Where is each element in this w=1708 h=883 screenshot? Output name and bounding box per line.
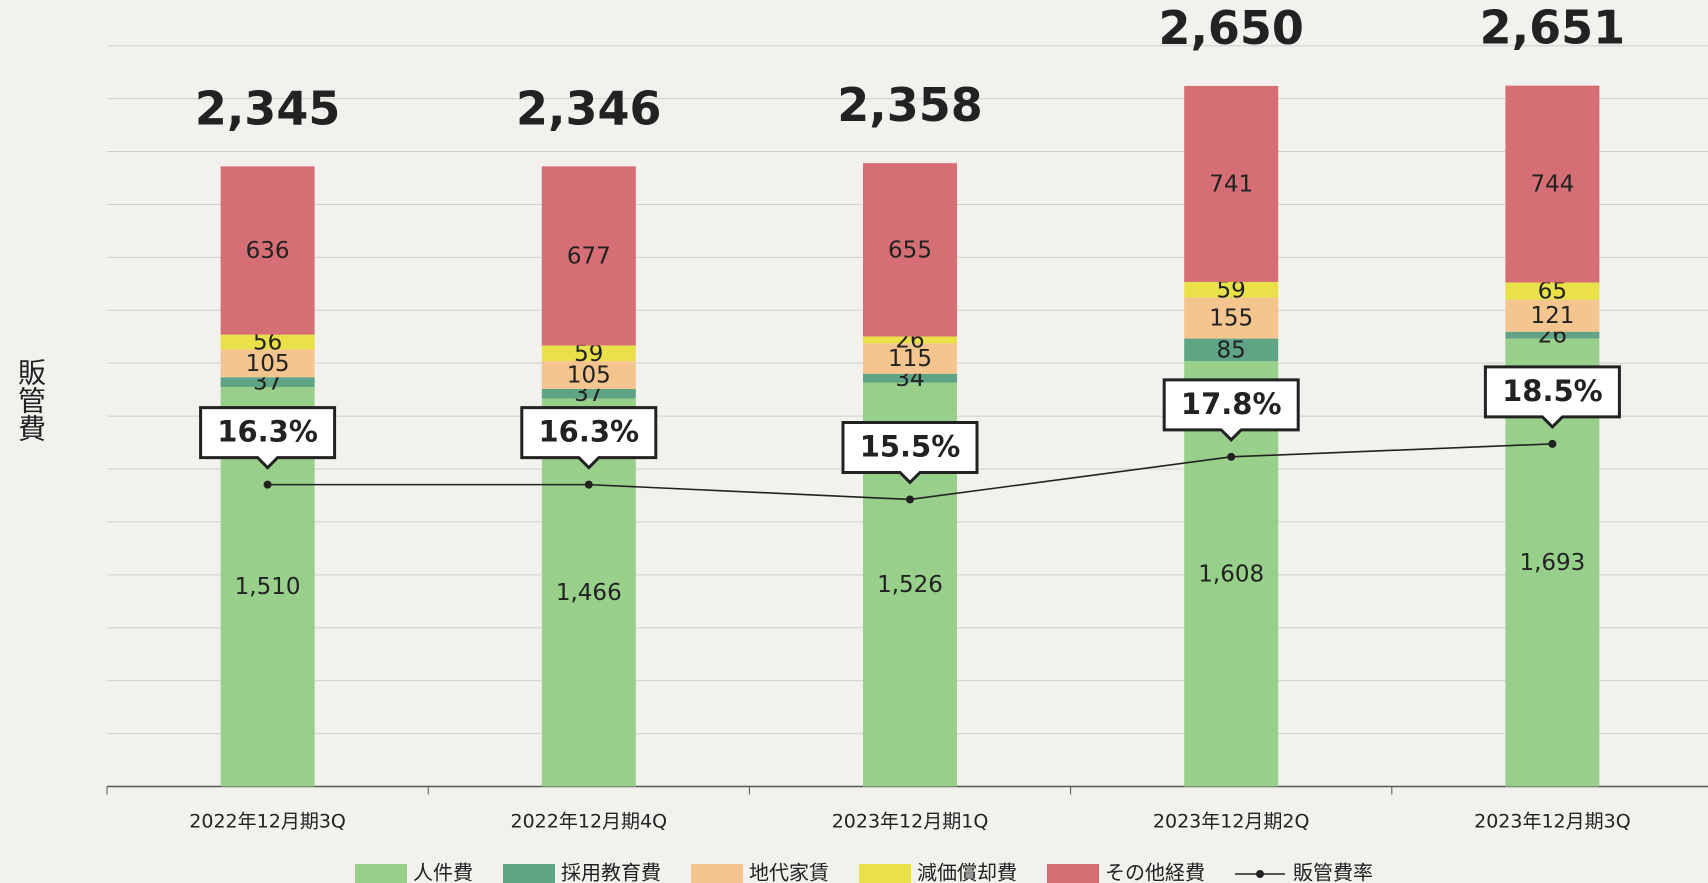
rate-callout: 17.8% (1162, 378, 1300, 442)
rate-label: 18.5% (1502, 374, 1603, 408)
callout-box (1162, 378, 1300, 442)
rate-label: 15.5% (860, 429, 961, 463)
bar-segment (1184, 297, 1279, 339)
bar-segment (541, 361, 636, 389)
rate-label: 16.3% (538, 415, 639, 449)
data-label: 65 (1538, 279, 1567, 305)
rate-label: 16.3% (217, 415, 318, 449)
bar-segment (541, 345, 636, 362)
legend-label: 販管費率 (1293, 861, 1373, 883)
rate-callout: 18.5% (1483, 365, 1621, 430)
data-label: 744 (1530, 172, 1574, 198)
rate-callout: 16.3% (520, 406, 658, 470)
rate-label: 17.8% (1181, 387, 1282, 421)
line-marker (1548, 439, 1557, 448)
x-tick-label: 2023年12月期3Q (1474, 811, 1631, 833)
legend-label: その他経費 (1105, 861, 1205, 883)
rate-callout: 15.5% (841, 420, 979, 485)
total-label: 2,346 (516, 81, 662, 135)
bar-segment (541, 166, 636, 346)
callout-box (199, 406, 337, 470)
data-label: 1,608 (1198, 561, 1264, 587)
bar-segment (863, 373, 957, 383)
total-label: 2,651 (1480, 1, 1626, 55)
callout-box (520, 406, 658, 470)
legend-swatch (1047, 864, 1099, 883)
line-marker (1227, 452, 1236, 461)
data-label: 105 (246, 351, 290, 377)
line-marker (584, 480, 593, 489)
total-label: 2,358 (837, 78, 983, 132)
data-label: 121 (1530, 303, 1574, 329)
data-label: 1,466 (556, 580, 622, 606)
legend-label: 減価償却費 (917, 861, 1017, 883)
data-label: 1,526 (877, 572, 943, 598)
callout-box (1483, 365, 1621, 430)
data-label: 155 (1209, 306, 1253, 332)
bar-segment (1184, 85, 1279, 282)
x-tick-label: 2022年12月期3Q (189, 811, 346, 833)
x-tick-label: 2023年12月期1Q (832, 811, 989, 833)
bar-segment (863, 343, 957, 374)
total-label: 2,650 (1158, 1, 1304, 55)
bar-segment (1505, 282, 1600, 300)
bar-segment (863, 163, 957, 337)
data-label: 85 (1217, 337, 1246, 363)
data-label: 636 (246, 238, 290, 264)
bar-segment (863, 336, 957, 344)
bar-segment (1505, 85, 1600, 283)
legend-label: 人件費 (413, 861, 473, 883)
bar-segment (1505, 331, 1600, 339)
callout-box (841, 420, 979, 485)
legend-swatch (503, 864, 555, 883)
x-tick-label: 2023年12月期2Q (1153, 811, 1310, 833)
data-label: 741 (1209, 171, 1253, 197)
bar-segment (541, 388, 636, 399)
y-axis-label: 販管費 (14, 358, 47, 442)
line-marker (906, 495, 914, 504)
data-label: 105 (567, 362, 611, 388)
bar-segment (220, 166, 315, 335)
bar-segment (1184, 338, 1279, 362)
x-tick-label: 2022年12月期4Q (511, 811, 668, 833)
data-label: 1,510 (235, 574, 301, 600)
data-label: 655 (888, 237, 932, 263)
bar-segment (220, 334, 315, 350)
line-marker (263, 480, 272, 489)
data-label: 1,693 (1519, 550, 1585, 576)
legend-label: 地代家賃 (749, 861, 829, 883)
legend-marker (1256, 870, 1264, 878)
legend-swatch (355, 864, 407, 883)
bar-segment (1184, 281, 1279, 298)
bar-segment (1505, 299, 1600, 332)
bar-segment (220, 349, 315, 378)
legend-label: 採用教育費 (561, 861, 661, 883)
legend-swatch (859, 864, 911, 883)
rate-callout: 16.3% (199, 406, 337, 470)
data-label: 677 (567, 243, 611, 269)
data-label: 115 (888, 346, 932, 372)
bar-segment (220, 377, 315, 387)
legend-swatch (691, 864, 743, 883)
total-label: 2,345 (195, 82, 341, 136)
